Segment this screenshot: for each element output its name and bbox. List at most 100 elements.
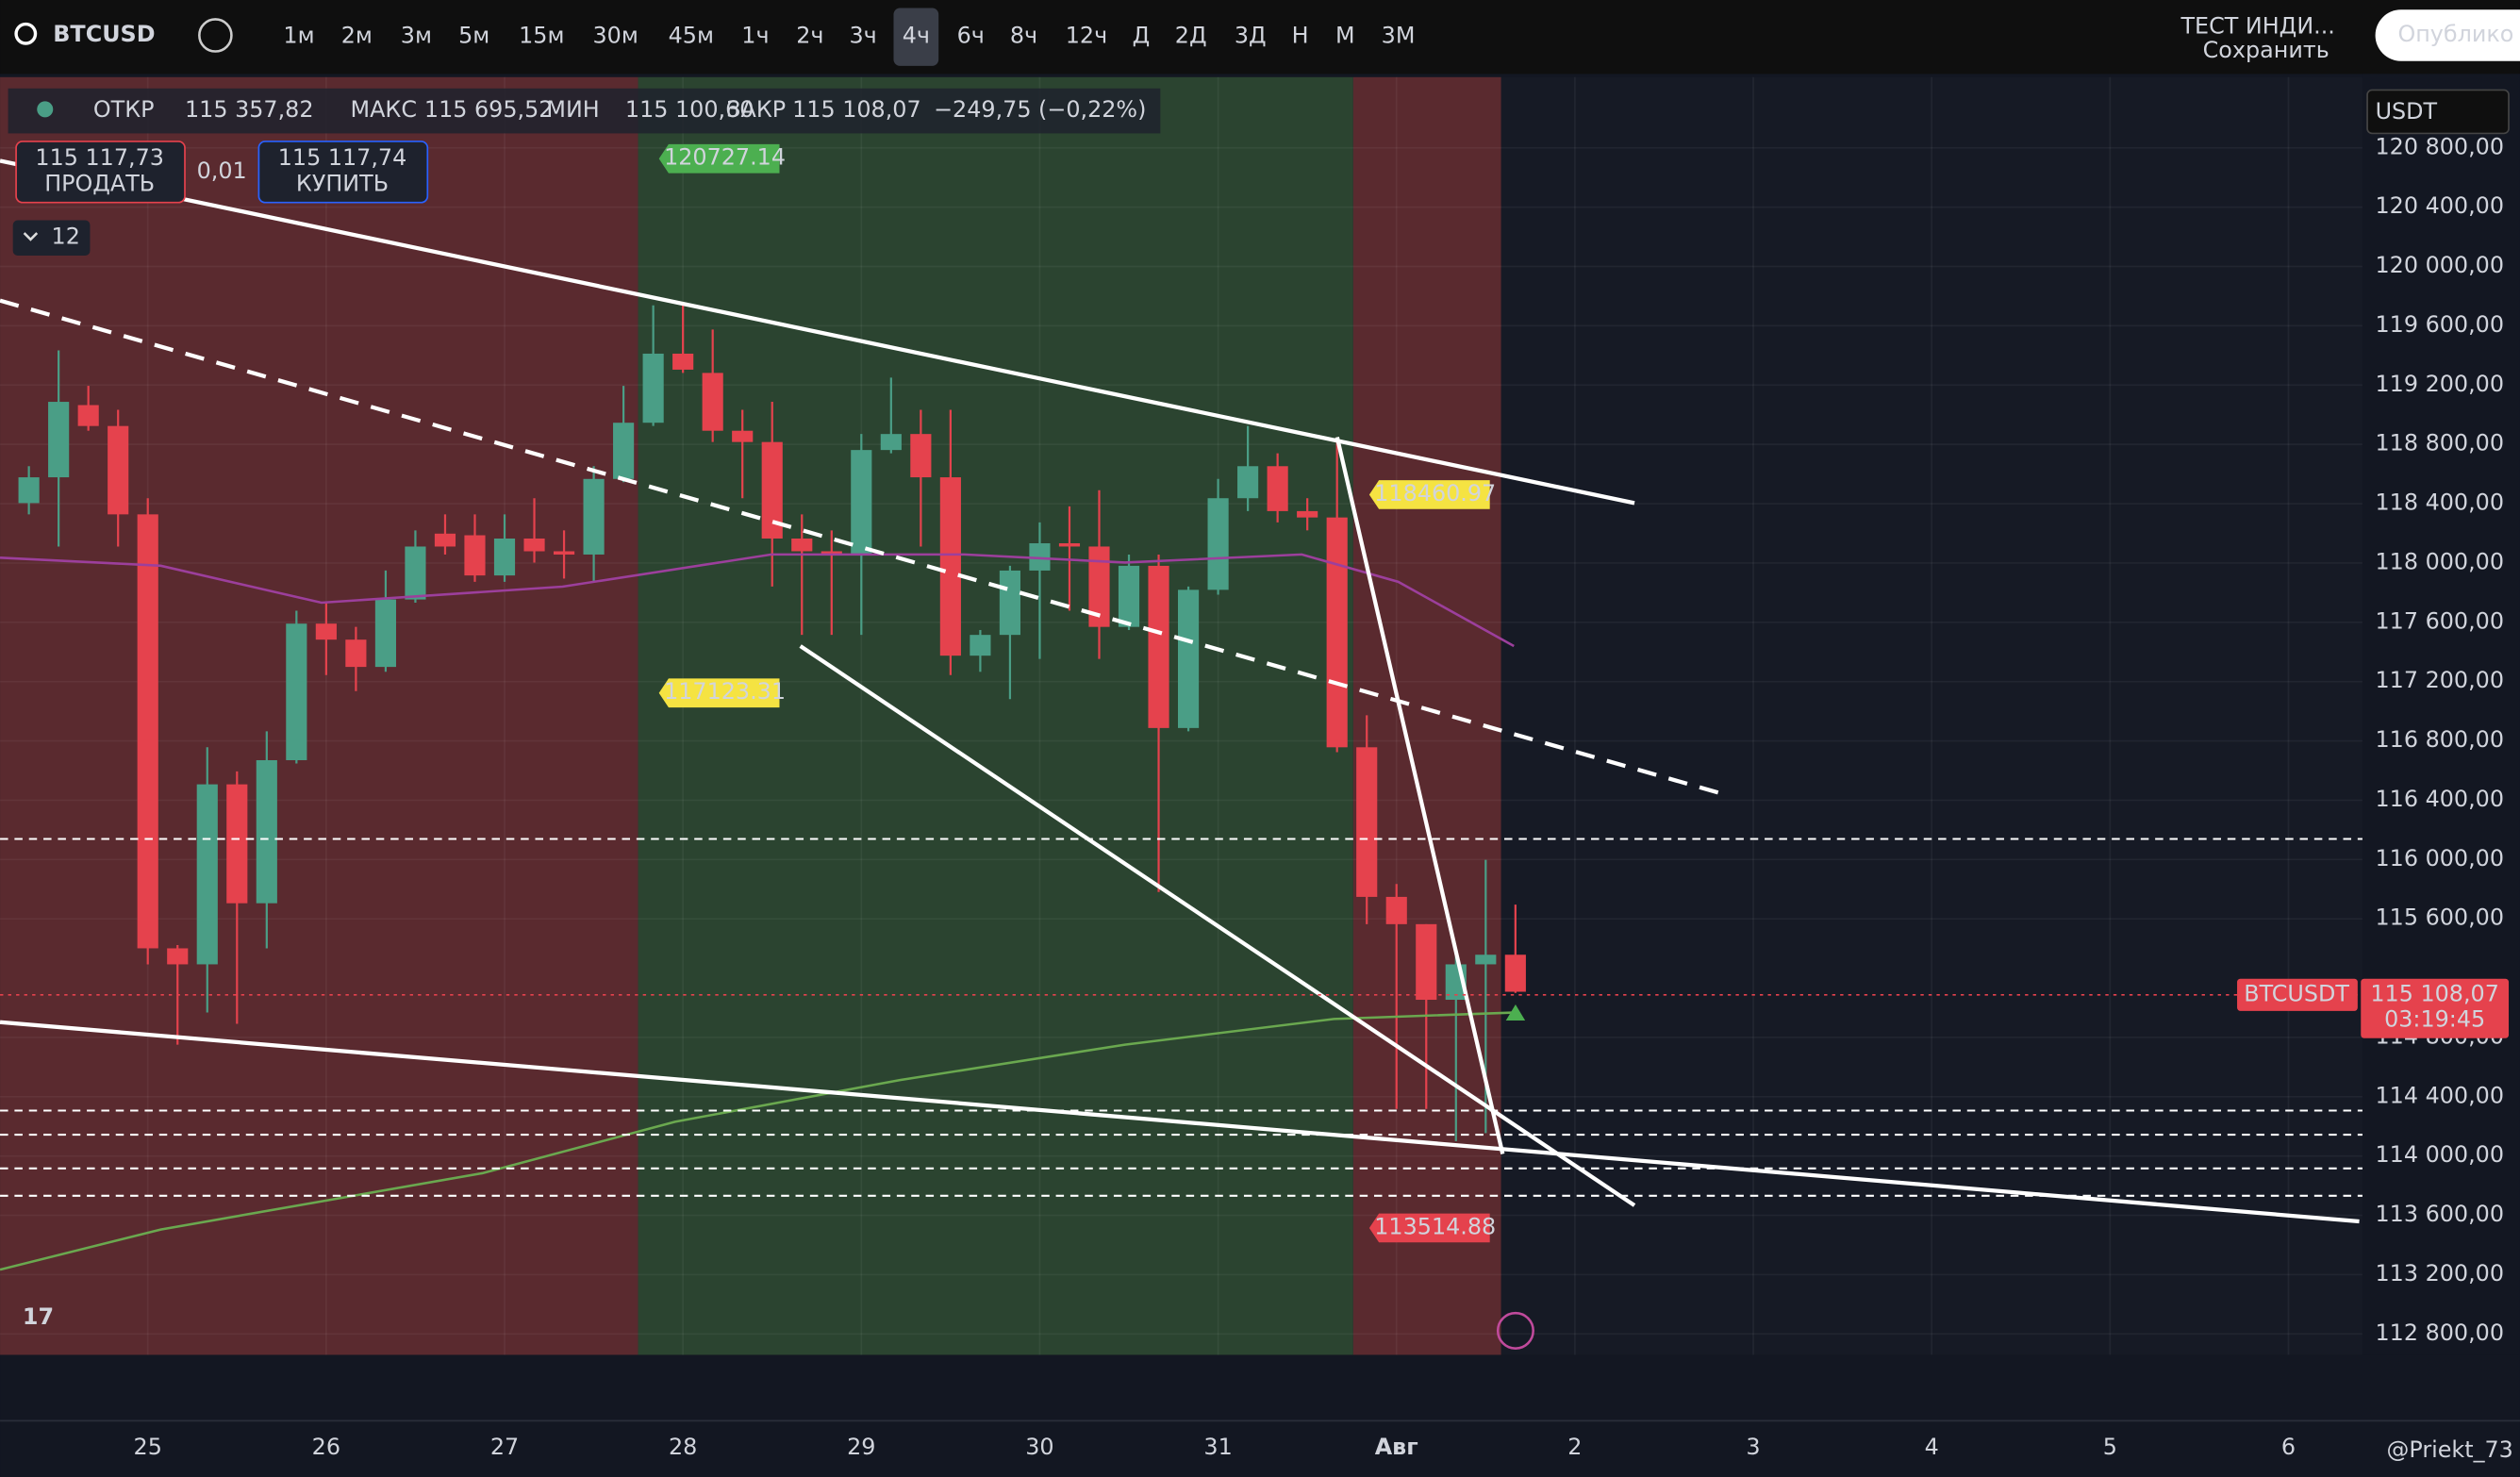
interval[interactable]: 8ч [1010, 23, 1037, 49]
candle-body [196, 784, 218, 965]
interval[interactable]: 3м [401, 23, 432, 49]
legend-label: МИН [546, 96, 599, 123]
interval[interactable]: 15м [519, 23, 564, 49]
x-axis: 25 26 27 28 29 30 31 Авг 2 3 4 5 6 [134, 1434, 2296, 1460]
y-tick-label: 113 600,00 [2375, 1201, 2504, 1227]
interval[interactable]: 1м [283, 23, 314, 49]
candle-body [1207, 498, 1229, 590]
x-tick-label: 3 [1746, 1434, 1760, 1460]
y-tick-label: 120 000,00 [2375, 252, 2504, 278]
interval[interactable]: 2ч [796, 23, 823, 49]
candle-body [821, 551, 842, 555]
y-tick-label: 120 800,00 [2375, 133, 2504, 159]
candle-body [434, 533, 456, 547]
candle-body [493, 538, 516, 576]
candle-body [613, 423, 635, 479]
candle-body [226, 784, 248, 904]
y-tick-label: 114 000,00 [2375, 1141, 2504, 1168]
candle-body [108, 425, 129, 515]
candle-body [1058, 543, 1081, 547]
candle-body [167, 948, 189, 965]
y-tick-label: 116 800,00 [2375, 726, 2504, 753]
chevron [23, 232, 39, 241]
candle-body [732, 430, 754, 442]
interval[interactable]: 30м [593, 23, 638, 49]
save-button[interactable]: Сохранить [2203, 37, 2329, 63]
interval[interactable]: 45м [669, 23, 714, 49]
candle-body [910, 434, 932, 478]
sell-button[interactable] [15, 141, 186, 204]
buy-button[interactable] [257, 141, 429, 204]
watermark: @Priekt_73 [2387, 1436, 2513, 1463]
buy-price[interactable]: 115 117,74 [278, 144, 407, 171]
candle-body [1356, 747, 1378, 897]
candle-body [256, 759, 277, 904]
alert-icon [1496, 1311, 1534, 1350]
y-tick-label: 118 800,00 [2375, 430, 2504, 456]
green-zone [638, 76, 1353, 1355]
candle-body [1088, 546, 1110, 627]
x-tick-label: 6 [2281, 1434, 2296, 1460]
signal-arrow [1505, 1004, 1526, 1021]
interval[interactable]: 3ч [849, 23, 876, 49]
buy-label[interactable]: КУПИТЬ [296, 170, 389, 196]
candle-body [1029, 543, 1051, 571]
candle-body [1267, 466, 1288, 511]
y-tick-label: 117 600,00 [2375, 607, 2504, 634]
search-icon[interactable] [14, 22, 38, 45]
add-symbol[interactable] [198, 18, 233, 53]
sell-label[interactable]: ПРОДАТЬ [44, 170, 155, 196]
x-tick-label: 5 [2103, 1434, 2117, 1460]
interval[interactable]: 5м [458, 23, 489, 49]
interval[interactable]: 6ч [957, 23, 985, 49]
price-tags: 120727.14 118460.97 117123.31 113514.88 [658, 144, 1496, 1243]
currency-select[interactable] [2366, 89, 2510, 135]
sell-price[interactable]: 115 117,73 [35, 144, 164, 171]
candle-body [999, 570, 1020, 636]
interval[interactable]: 2м [341, 23, 373, 49]
interval[interactable]: 4ч [903, 23, 930, 49]
layers-toggle[interactable] [12, 220, 91, 256]
y-tick-label: 114 400,00 [2375, 1082, 2504, 1108]
candle-body [137, 514, 158, 949]
layers-count[interactable]: 12 [52, 224, 80, 250]
interval[interactable]: 2Д [1175, 23, 1207, 49]
candle-body [1475, 954, 1497, 965]
candle-body [553, 551, 575, 555]
x-tick-label: 30 [1025, 1434, 1053, 1460]
candle-body [1177, 589, 1200, 728]
x-tick-label: 31 [1203, 1434, 1232, 1460]
price-tag-label: 120727.14 [664, 144, 786, 171]
candle-body [464, 535, 486, 576]
candle-body [315, 623, 337, 640]
quantity[interactable]: 0,01 [197, 158, 247, 184]
candle-body [48, 402, 70, 478]
interval[interactable]: 3Д [1235, 23, 1267, 49]
interval[interactable]: Д [1133, 23, 1151, 49]
symbol[interactable]: BTCUSD [53, 21, 155, 47]
candle-body [880, 434, 902, 451]
legend-bar [8, 88, 1161, 134]
candle-body [939, 477, 961, 656]
price-axis [2362, 74, 2520, 1355]
candle-body [761, 441, 783, 539]
interval[interactable]: М [1335, 23, 1355, 49]
x-tick-label: 4 [1925, 1434, 1939, 1460]
candle-body [1416, 923, 1437, 1001]
interval[interactable]: 12ч [1066, 23, 1107, 49]
x-tick-label: 26 [312, 1434, 340, 1460]
interval[interactable]: Н [1292, 23, 1309, 49]
x-tick-label: 28 [669, 1434, 697, 1460]
indicator-name[interactable]: ТЕСТ ИНДИ... [2180, 12, 2335, 39]
publish-label[interactable]: Опублико [2397, 21, 2513, 47]
interval[interactable]: 1ч [741, 23, 769, 49]
candle-body [672, 353, 694, 370]
interval[interactable]: 3М [1382, 23, 1416, 49]
price-tag [658, 678, 780, 708]
currency[interactable]: USDT [2376, 98, 2438, 124]
publish-button[interactable] [2375, 9, 2520, 61]
legend-label: ЗАКР [726, 96, 786, 123]
y-tick-label: 119 600,00 [2375, 311, 2504, 338]
